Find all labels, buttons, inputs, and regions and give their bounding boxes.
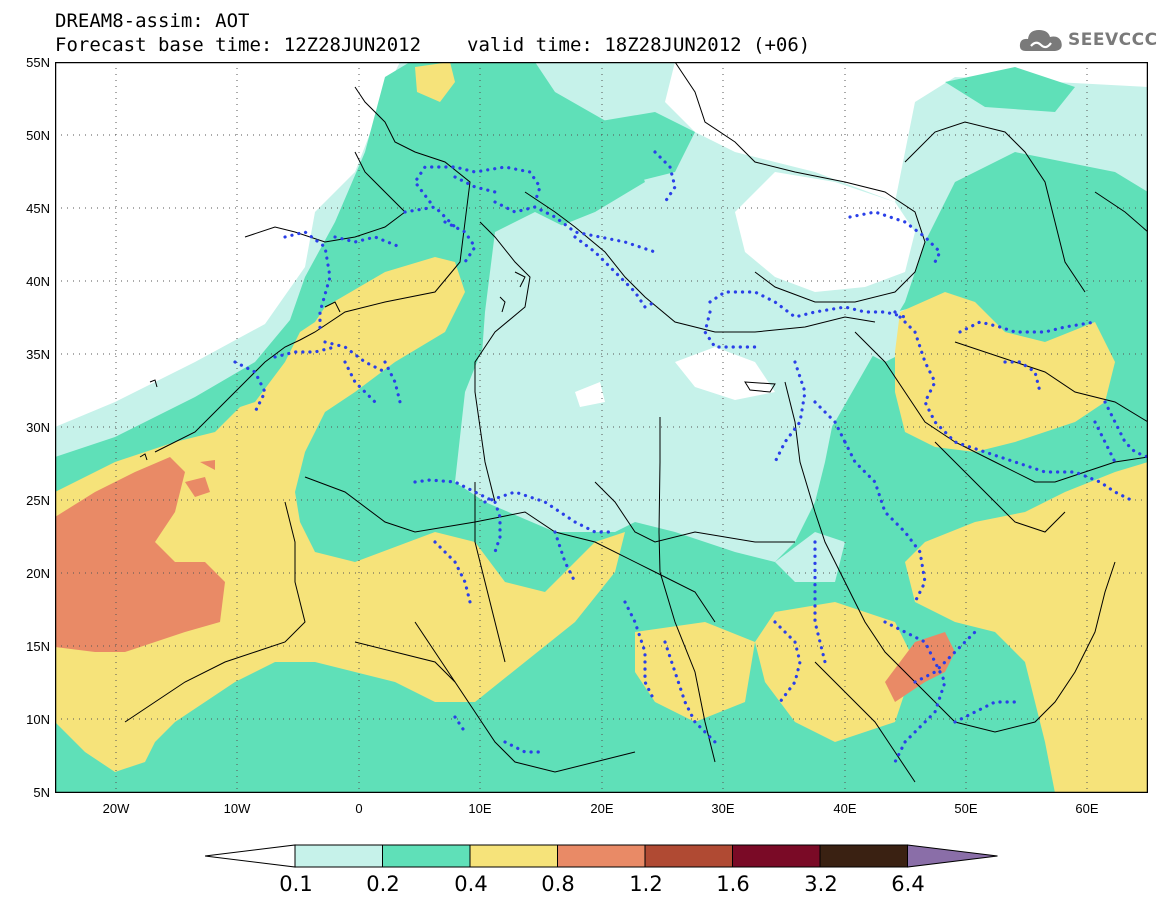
colorbar-segment [294,844,383,868]
map-gridlines [55,62,1148,793]
lat-label: 55N [26,55,50,70]
lon-label: 30E [711,801,735,816]
lon-label: 10E [468,801,492,816]
lat-label: 40N [26,274,50,289]
colorbar-segment [732,844,821,868]
colorbar-over-arrow [907,844,998,868]
lon-label: 10W [223,801,251,816]
lat-label: 15N [26,639,50,654]
valid-time: valid time: 18Z28JUN2012 (+06) [467,34,811,56]
seevccc-logo: SEEVCCC [1018,24,1158,56]
lat-label: 30N [26,420,50,435]
colorbar-label: 0.4 [454,872,488,896]
colorbar-segment [644,844,733,868]
title-line: DREAM8-assim: AOT [55,10,250,32]
lon-label: 0 [355,801,363,816]
lon-label: 20E [590,801,614,816]
islands [139,271,776,461]
colorbar [205,844,998,868]
colorbar-label: 1.6 [716,872,750,896]
colorbar-segment [557,844,646,868]
colorbar-label: 6.4 [891,872,925,896]
lon-label: 60E [1075,801,1099,816]
colorbar-under-arrow [205,844,296,868]
colorbar-segment [819,844,908,868]
colorbar-segment [469,844,558,868]
lon-label: 20W [102,801,130,816]
lat-label: 10N [26,712,50,727]
colorbar-label: 0.1 [279,872,313,896]
lon-label: 40E [833,801,857,816]
lat-label: 35N [26,347,50,362]
lat-label: 5N [33,785,50,800]
dotted-contours [233,150,1148,764]
logo-text: SEEVCCC [1068,30,1158,50]
aot-map [55,62,1148,793]
lat-label: 50N [26,128,50,143]
aot-0.8-1.2-field [55,457,955,702]
aot-below-0.1-field [575,172,915,407]
colorbar-label: 3.2 [804,872,838,896]
time-line: Forecast base time: 12Z28JUN2012 valid ti… [55,34,810,56]
lat-label: 45N [26,201,50,216]
colorbar-label: 1.2 [629,872,663,896]
cloud-icon [1019,30,1062,51]
forecast-base-time: Forecast base time: 12Z28JUN2012 [55,34,422,56]
colorbar-label: 0.2 [366,872,400,896]
lat-label: 20N [26,566,50,581]
map-frame [55,62,1148,793]
colorbar-segment [382,844,471,868]
colorbar-label: 0.8 [541,872,575,896]
lat-label: 25N [26,493,50,508]
lon-label: 50E [954,801,978,816]
